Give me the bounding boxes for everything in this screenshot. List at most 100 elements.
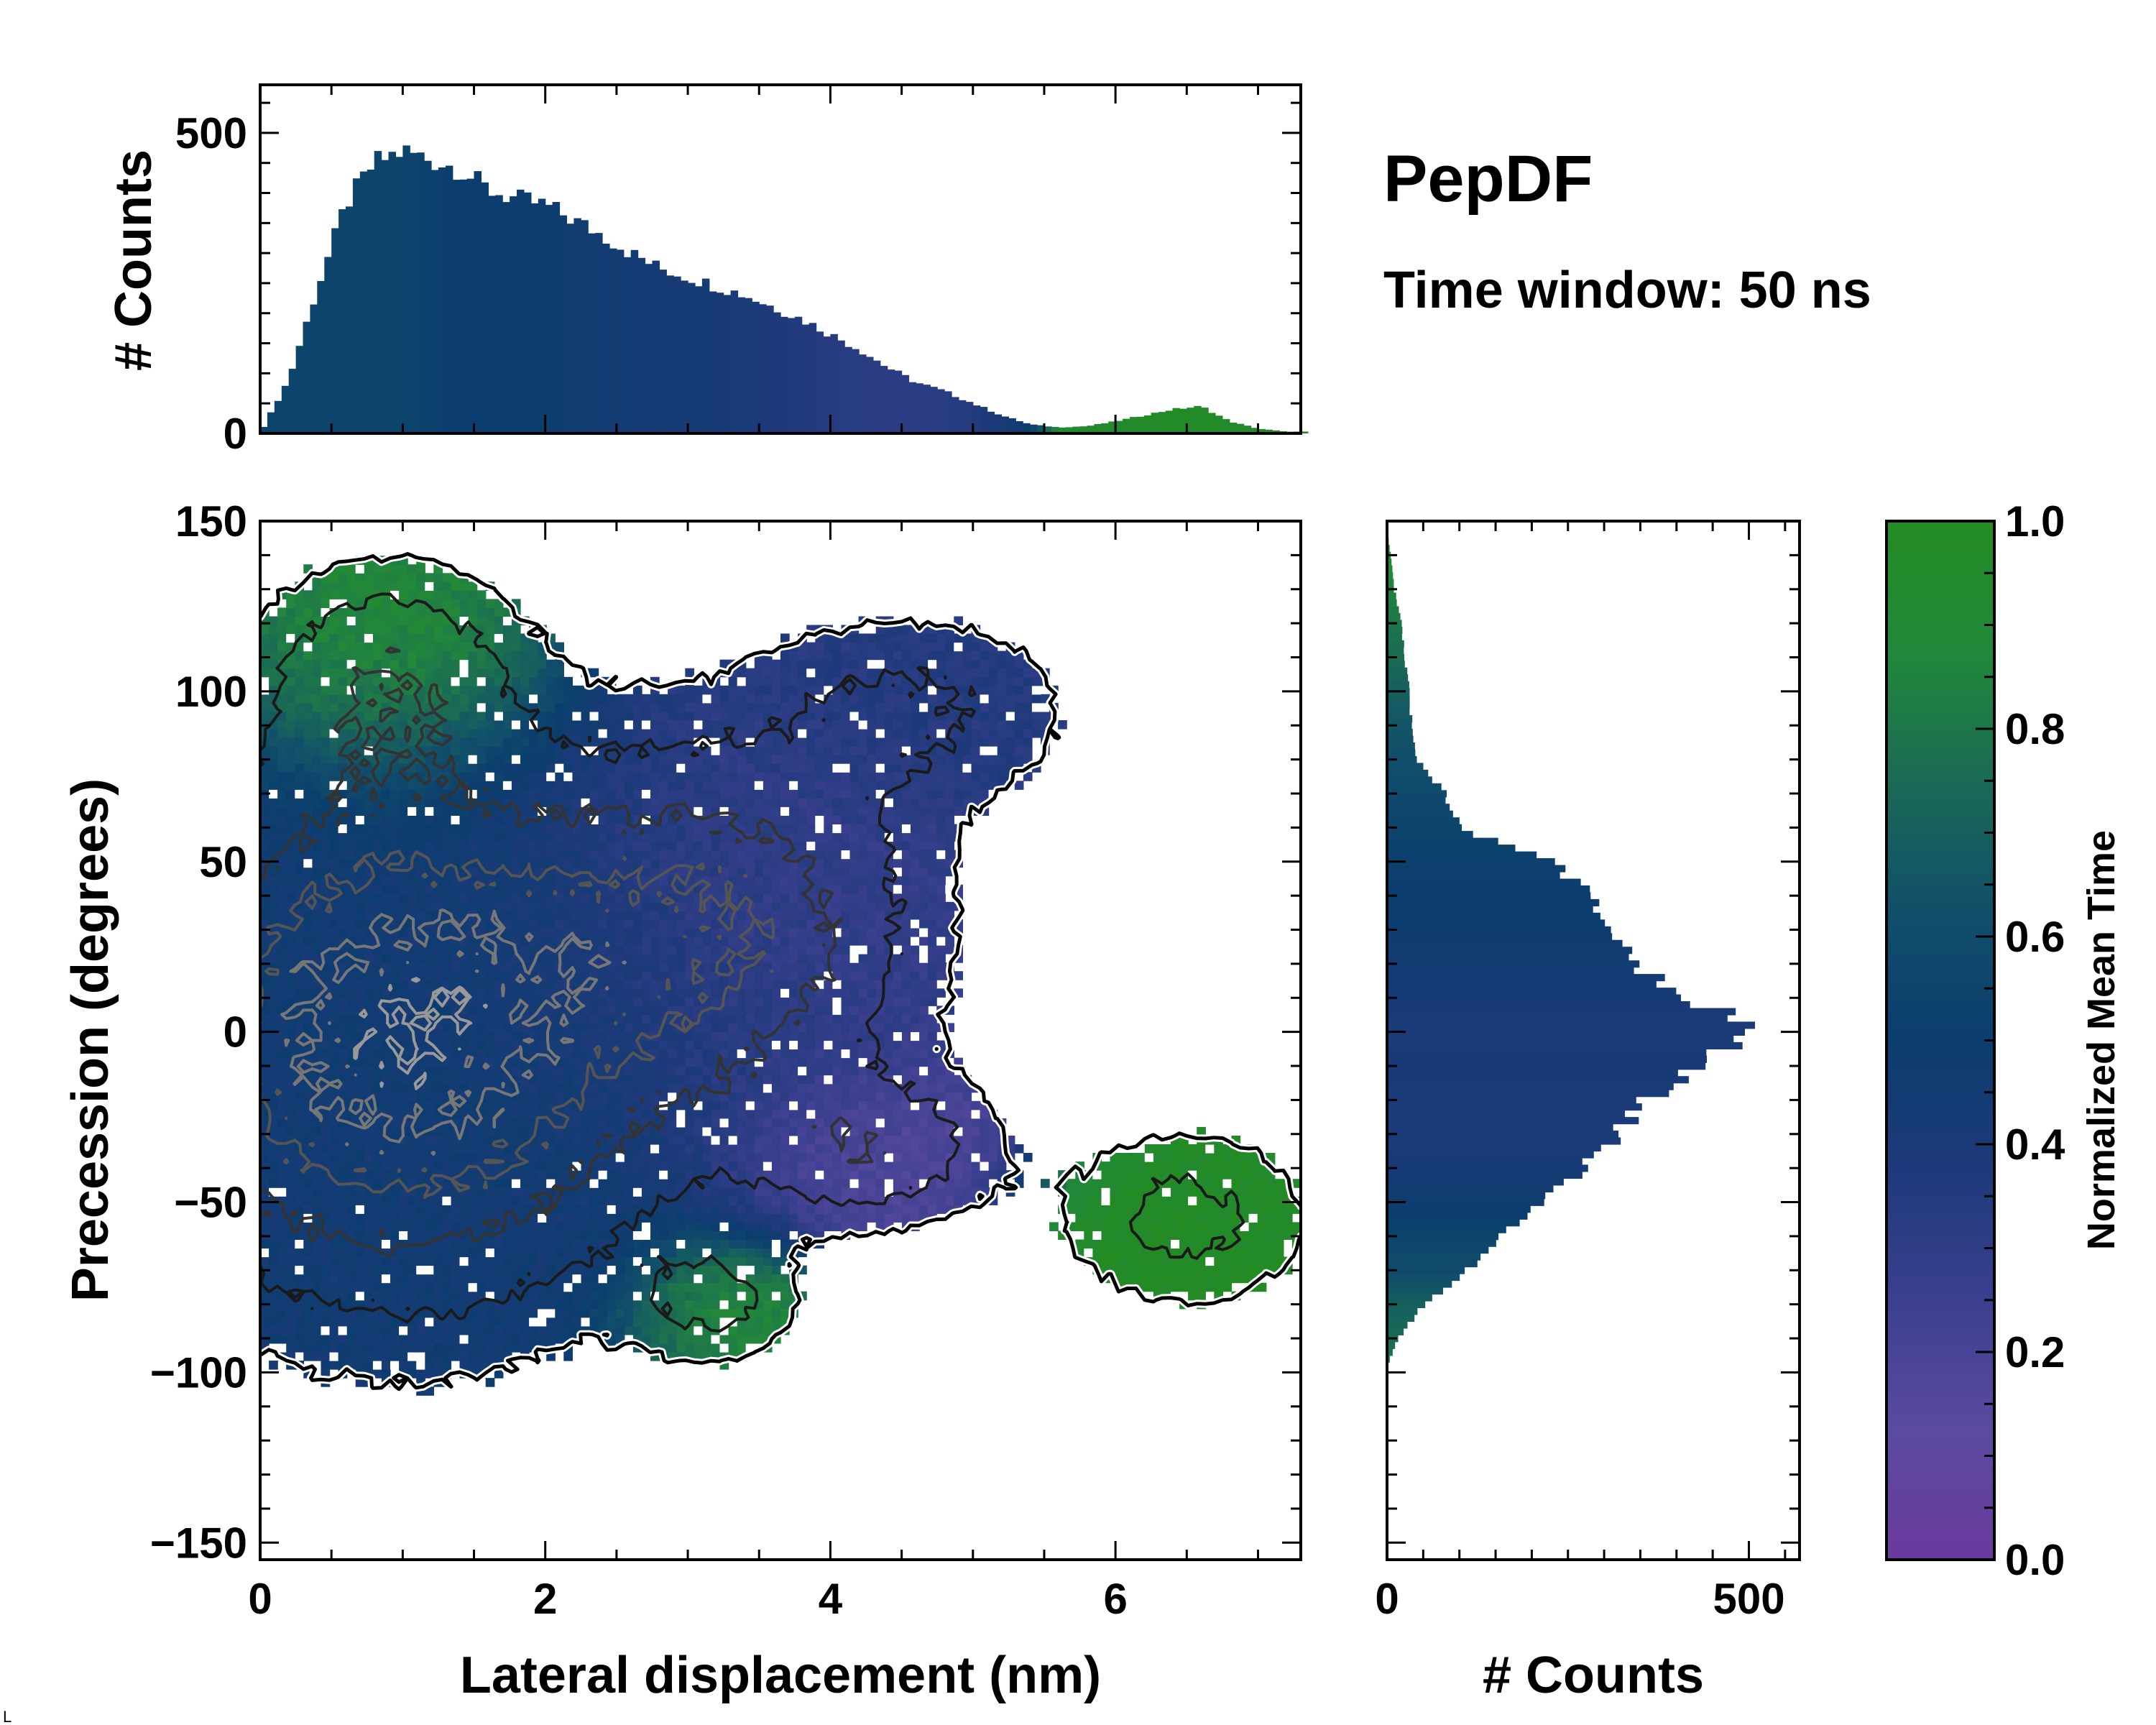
heatmap-cell bbox=[676, 1213, 686, 1223]
heatmap-cell bbox=[641, 1162, 651, 1171]
heatmap-cell bbox=[277, 867, 287, 877]
top-histogram-bar bbox=[1115, 420, 1123, 433]
heatmap-cell bbox=[538, 928, 547, 937]
heatmap-cell bbox=[1127, 1196, 1137, 1205]
heatmap-cell bbox=[754, 1136, 764, 1145]
top-histogram-bar bbox=[338, 209, 346, 433]
heatmap-cell bbox=[468, 1136, 478, 1145]
heatmap-cell bbox=[546, 1153, 556, 1162]
heatmap-cell bbox=[529, 1248, 538, 1258]
heatmap-cell bbox=[763, 1248, 773, 1258]
heatmap-cell bbox=[381, 1144, 391, 1154]
heatmap-cell bbox=[763, 1109, 773, 1119]
heatmap-cell bbox=[433, 1126, 443, 1136]
heatmap-cell bbox=[277, 1179, 287, 1188]
heatmap-cell bbox=[849, 1049, 860, 1059]
heatmap-cell bbox=[312, 928, 322, 937]
heatmap-cell bbox=[728, 997, 738, 1006]
heatmap-cell bbox=[1101, 1248, 1111, 1258]
heatmap-cell bbox=[581, 1109, 591, 1119]
heatmap-cell bbox=[711, 1136, 721, 1145]
heatmap-cell bbox=[771, 945, 781, 954]
heatmap-cell bbox=[728, 1248, 738, 1258]
top-histogram-bar bbox=[1136, 416, 1145, 433]
heatmap-cell bbox=[711, 1153, 721, 1162]
heatmap-cell bbox=[1240, 1153, 1250, 1162]
heatmap-cell bbox=[928, 1126, 937, 1136]
heatmap-cell bbox=[1161, 1187, 1171, 1197]
heatmap-cell bbox=[936, 937, 946, 946]
top-histogram-bar bbox=[759, 304, 767, 433]
heatmap-cell bbox=[780, 1040, 790, 1050]
heatmap-cell bbox=[399, 875, 408, 886]
heatmap-cell bbox=[641, 867, 651, 877]
heatmap-cell bbox=[338, 1265, 348, 1275]
heatmap-cell bbox=[1248, 1162, 1258, 1171]
heatmap-cell bbox=[919, 1023, 929, 1032]
heatmap-cell bbox=[442, 893, 452, 903]
heatmap-cell bbox=[624, 1083, 634, 1093]
heatmap-cell bbox=[780, 893, 790, 903]
heatmap-cell bbox=[442, 1075, 452, 1085]
heatmap-cell bbox=[555, 1213, 564, 1223]
heatmap-cell bbox=[624, 928, 634, 937]
heatmap-cell bbox=[372, 1343, 382, 1353]
heatmap-cell bbox=[711, 1205, 721, 1214]
heatmap-cell bbox=[676, 1274, 686, 1284]
heatmap-cell bbox=[919, 945, 929, 954]
heatmap-cell bbox=[1144, 1179, 1154, 1188]
heatmap-cell bbox=[867, 928, 877, 937]
heatmap-cell bbox=[1231, 1265, 1241, 1275]
heatmap-cell bbox=[754, 1100, 764, 1110]
heatmap-cell bbox=[789, 1092, 798, 1102]
heatmap-cell bbox=[928, 1144, 937, 1154]
heatmap-cell bbox=[295, 1248, 304, 1258]
heatmap-cell bbox=[884, 1118, 894, 1128]
heatmap-cell bbox=[798, 1092, 807, 1102]
heatmap-cell bbox=[936, 1153, 946, 1162]
heatmap-cell bbox=[745, 875, 755, 886]
heatmap-cell bbox=[416, 1187, 425, 1197]
heatmap-cell bbox=[581, 1118, 591, 1128]
heatmap-cell bbox=[771, 1248, 781, 1258]
heatmap-cell bbox=[668, 1222, 677, 1231]
heatmap-cell bbox=[911, 1014, 920, 1024]
heatmap-cell bbox=[745, 1083, 755, 1093]
heatmap-cell bbox=[719, 1023, 729, 1032]
heatmap-cell bbox=[1110, 1162, 1120, 1171]
heatmap-cell bbox=[928, 1162, 937, 1171]
heatmap-cell bbox=[676, 997, 686, 1006]
heatmap-cell bbox=[832, 893, 842, 903]
heatmap-cell bbox=[676, 1334, 686, 1344]
heatmap-cell bbox=[858, 1187, 868, 1197]
heatmap-cell bbox=[694, 1274, 703, 1284]
heatmap-cell bbox=[1127, 1256, 1137, 1266]
heatmap-cell bbox=[459, 1291, 469, 1301]
heatmap-cell bbox=[329, 1126, 339, 1136]
heatmap-cell bbox=[295, 1100, 304, 1110]
heatmap-cell bbox=[451, 1153, 461, 1162]
heatmap-cell bbox=[442, 1213, 452, 1223]
heatmap-cell bbox=[867, 875, 877, 886]
heatmap-cell bbox=[312, 1118, 322, 1128]
heatmap-cell bbox=[555, 1075, 564, 1085]
top-histogram-bar bbox=[1151, 413, 1159, 433]
heatmap-cell bbox=[841, 962, 851, 972]
heatmap-cell bbox=[468, 980, 478, 989]
heatmap-cell bbox=[780, 1092, 790, 1102]
heatmap-cell bbox=[754, 980, 764, 989]
heatmap-cell bbox=[745, 1136, 755, 1145]
heatmap-cell bbox=[1266, 1179, 1276, 1188]
heatmap-cell bbox=[476, 1031, 487, 1041]
heatmap-cell bbox=[624, 1153, 634, 1162]
heatmap-cell bbox=[607, 1291, 617, 1301]
heatmap-cell bbox=[1144, 1274, 1154, 1284]
heatmap-cell bbox=[295, 1334, 304, 1344]
heatmap-cell bbox=[598, 928, 608, 937]
heatmap-cell bbox=[372, 1196, 382, 1205]
heatmap-cell bbox=[901, 919, 911, 929]
heatmap-cell bbox=[485, 901, 495, 911]
heatmap-cell bbox=[338, 1325, 348, 1335]
heatmap-cell bbox=[728, 1006, 738, 1015]
heatmap-cell bbox=[433, 971, 443, 980]
